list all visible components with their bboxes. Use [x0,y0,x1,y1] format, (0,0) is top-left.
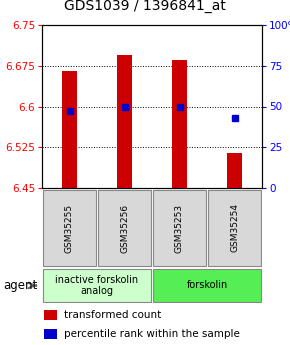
Bar [44,328,57,339]
Bar [43,269,151,302]
Text: agent: agent [3,279,37,292]
Text: inactive forskolin
analog: inactive forskolin analog [55,275,139,296]
Bar [117,55,132,188]
Text: percentile rank within the sample: percentile rank within the sample [64,329,240,339]
Text: GSM35254: GSM35254 [230,204,239,253]
Bar [172,60,187,188]
Bar [98,190,151,266]
Bar [227,153,242,188]
Text: GDS1039 / 1396841_at: GDS1039 / 1396841_at [64,0,226,13]
Text: transformed count: transformed count [64,310,161,320]
Text: GSM35255: GSM35255 [65,204,74,253]
Text: GSM35253: GSM35253 [175,204,184,253]
Bar [153,269,261,302]
Bar [153,190,206,266]
Bar [208,190,261,266]
Bar [44,309,57,320]
Bar [62,71,77,188]
Bar [43,190,96,266]
Text: GSM35256: GSM35256 [120,204,129,253]
Text: forskolin: forskolin [186,280,228,290]
